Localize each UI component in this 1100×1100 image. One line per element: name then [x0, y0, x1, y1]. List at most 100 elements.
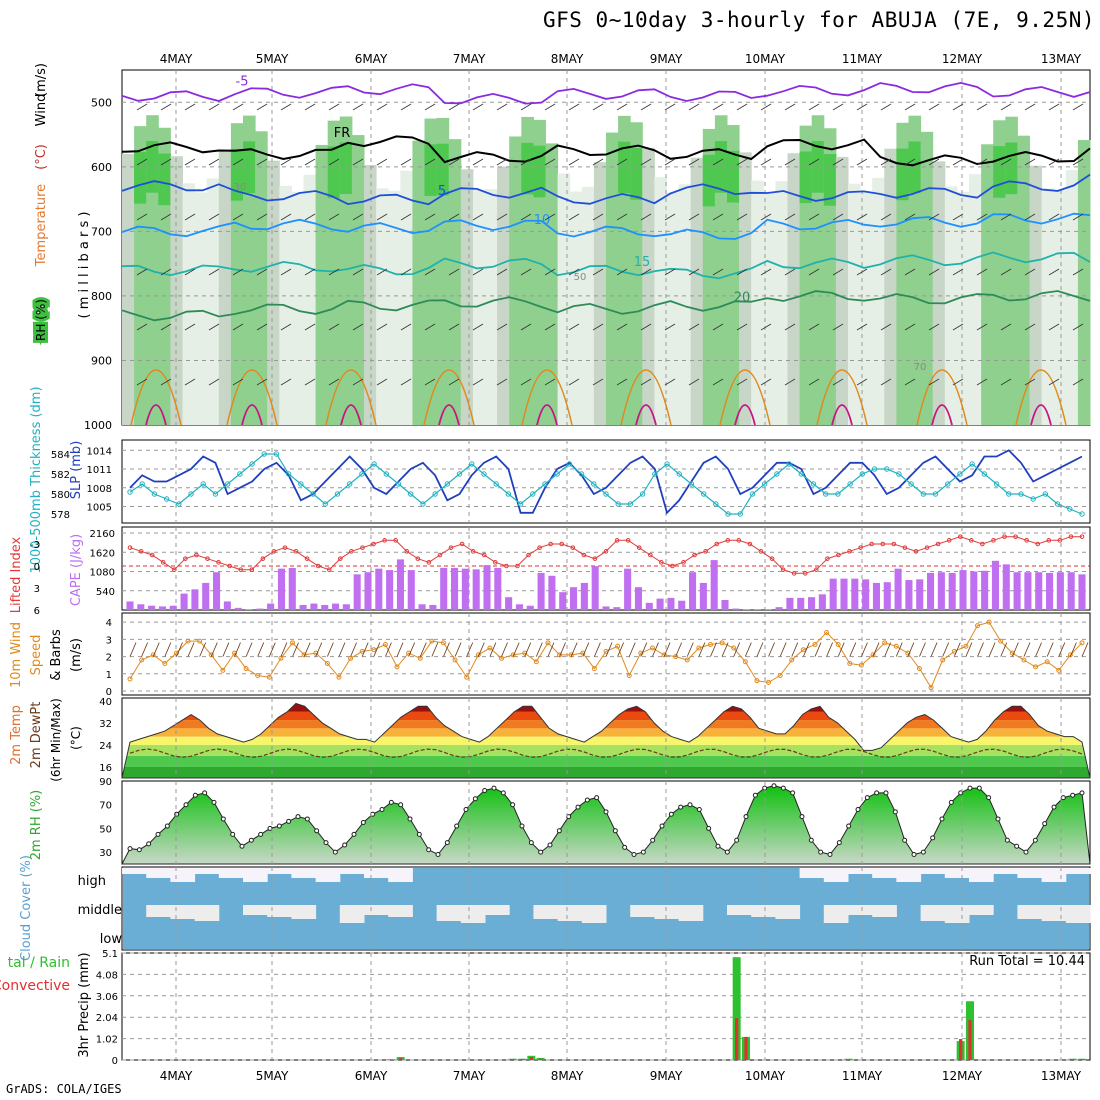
temp-contour-hot	[1030, 404, 1052, 426]
wind-barb	[802, 642, 810, 657]
cape-bar	[515, 604, 523, 610]
wind-barb	[568, 268, 580, 276]
series-point	[493, 481, 499, 487]
wind-point	[533, 659, 539, 665]
wind-point	[1044, 659, 1050, 665]
rh-point	[202, 790, 208, 796]
wind-barb	[1048, 378, 1060, 386]
wind-barb	[582, 642, 590, 657]
wind-barb	[617, 642, 624, 657]
wind-barb	[208, 213, 220, 221]
series-point	[127, 489, 133, 495]
cloud-clear-high	[291, 868, 317, 878]
wind-barb	[443, 642, 450, 657]
rh-shade	[969, 174, 982, 425]
wind-barb	[784, 213, 796, 221]
x-tick-top: 8MAY	[551, 52, 584, 66]
li-point	[349, 549, 354, 554]
wind-barb	[129, 642, 137, 657]
cape-bar	[353, 574, 361, 610]
li-point	[1002, 534, 1007, 539]
rh-point	[948, 799, 954, 805]
x-tick-top: 13MAY	[1041, 52, 1082, 66]
rh-shade-high	[630, 148, 643, 200]
wind-barb	[338, 642, 346, 657]
wind-barb	[232, 378, 244, 386]
rh-shade	[848, 183, 861, 425]
wind-barb	[466, 642, 474, 657]
series-point	[542, 481, 548, 487]
series-point	[1018, 491, 1024, 497]
rh-shade	[1065, 170, 1079, 425]
y-tick-left: 3	[34, 584, 40, 595]
rh-point	[986, 795, 992, 801]
wind-barb	[256, 103, 268, 111]
wind-barb	[616, 158, 628, 166]
ylabel-cloud: Cloud Cover (%)	[19, 855, 34, 961]
temp-band	[122, 711, 1090, 721]
wind-barb	[808, 323, 820, 331]
li-point	[1035, 541, 1041, 547]
wind-barb	[141, 642, 148, 657]
y-tick: 800	[91, 290, 112, 303]
li-point	[880, 541, 886, 547]
series-point	[615, 501, 621, 507]
wind-barb	[592, 103, 604, 111]
rh-shade	[569, 191, 583, 425]
cloud-clear-middle	[364, 905, 389, 915]
rh-shade	[485, 188, 498, 425]
cape-bar	[537, 572, 545, 610]
wind-barb	[952, 268, 964, 276]
wind-barb	[496, 213, 508, 221]
cloud-clear-middle	[630, 905, 655, 917]
wind-barb	[856, 213, 868, 221]
wind-barb	[712, 158, 724, 166]
li-point	[991, 538, 996, 543]
wind-barb	[234, 642, 241, 657]
wind-barb	[976, 323, 988, 331]
rh-shade	[678, 184, 692, 425]
wind-barb	[315, 642, 323, 657]
rh-point	[230, 831, 236, 837]
wind-barb	[136, 158, 148, 166]
temp-contour-warm	[226, 369, 278, 426]
rh-point	[463, 806, 469, 812]
rh-shade-high	[799, 151, 813, 204]
wind-point	[394, 664, 400, 670]
rh-point	[416, 831, 422, 837]
series-point	[481, 471, 487, 477]
wind-point	[139, 657, 145, 663]
ylabel-temp-units: (°C)	[34, 144, 49, 170]
wind-point	[975, 623, 981, 629]
cloud-clear-high	[1017, 868, 1043, 878]
y-tick: 2	[106, 653, 112, 664]
cape-bar	[710, 560, 718, 610]
wind-barb	[520, 103, 532, 111]
cape-bar	[559, 592, 567, 610]
rh-shade	[751, 180, 764, 425]
wind-point	[870, 652, 876, 658]
wind-barb	[880, 378, 892, 386]
cape-bar	[234, 607, 242, 610]
wind-barb	[400, 103, 412, 111]
li-point	[282, 545, 288, 550]
rh-point	[584, 797, 590, 803]
y-tick-left: 578	[51, 510, 70, 521]
y-tick: 90	[99, 777, 112, 788]
cape-bar	[667, 597, 675, 610]
wind-point	[638, 650, 644, 656]
wind-barb	[424, 213, 436, 221]
rh-point	[920, 849, 926, 855]
cape-bar	[818, 594, 826, 610]
wind-barb	[424, 323, 436, 331]
wind-point	[696, 645, 702, 651]
wind-barb	[712, 378, 724, 386]
cloud-clear-middle	[678, 905, 704, 921]
temp-contour-hot	[635, 404, 657, 426]
wind-barb	[400, 268, 412, 276]
rh-point	[808, 837, 814, 843]
wind-barb	[448, 323, 460, 331]
wind-barb	[880, 268, 892, 276]
series-point	[383, 471, 390, 477]
cloud-clear-high	[823, 868, 849, 882]
